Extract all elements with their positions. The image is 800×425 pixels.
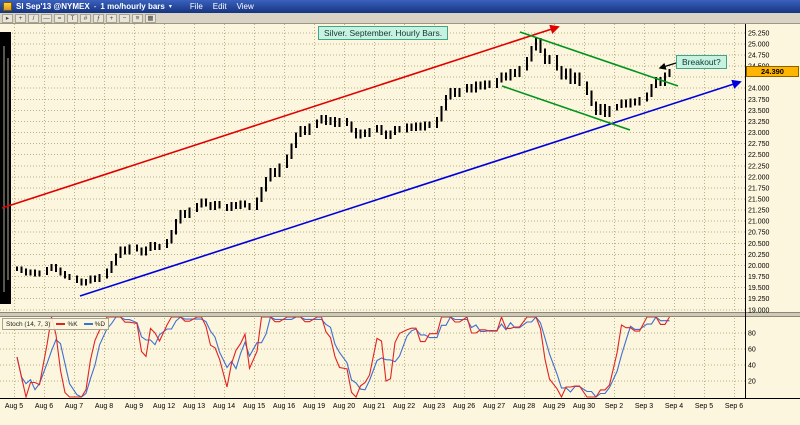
title-separator: -: [93, 2, 97, 11]
zoom-out[interactable]: −: [119, 13, 130, 23]
date-tick-label: Sep 5: [695, 403, 713, 410]
price-tick-label: 19.750: [748, 274, 770, 281]
pointer-tool[interactable]: ▸: [2, 13, 13, 23]
chart-annotation-breakout[interactable]: Breakout?: [676, 55, 727, 69]
date-tick-label: Aug 9: [125, 403, 143, 410]
menu-view[interactable]: View: [236, 2, 254, 11]
stoch-d-line: [16, 316, 670, 398]
date-tick-label: Aug 26: [453, 403, 475, 410]
price-tick-label: 22.500: [748, 152, 770, 159]
date-tick-label: Sep 6: [725, 403, 743, 410]
stoch-tick-label: 40: [748, 363, 756, 370]
price-tick-label: 21.750: [748, 185, 770, 192]
zoom-in[interactable]: +: [106, 13, 117, 23]
chart-style[interactable]: ▦: [145, 13, 156, 23]
chart-annotation-title[interactable]: Silver. September. Hourly Bars.: [318, 26, 449, 40]
menu-edit[interactable]: Edit: [212, 2, 227, 11]
date-tick-label: Aug 7: [65, 403, 83, 410]
price-tick-label: 20.750: [748, 230, 770, 237]
date-tick-label: Aug 13: [183, 403, 205, 410]
price-tick-label: 22.000: [748, 174, 770, 181]
price-tick-label: 19.250: [748, 296, 770, 303]
compressed-history-bars: [0, 32, 11, 304]
channel-tool[interactable]: =: [54, 13, 65, 23]
date-tick-label: Aug 6: [35, 403, 53, 410]
price-tick-label: 22.250: [748, 163, 770, 170]
pane-divider[interactable]: [0, 312, 800, 317]
stoch-tick-label: 60: [748, 347, 756, 354]
rising-support-line[interactable]: [79, 79, 742, 297]
symbol-title: SI Sep'13 @NYMEX: [16, 2, 90, 11]
breakout-pointer-arrow: [658, 62, 677, 70]
price-tick-label: 20.250: [748, 252, 770, 259]
date-tick-label: Aug 8: [95, 403, 113, 410]
titlebar: SI Sep'13 @NYMEX - 1 mo/hourly bars ▾ Fi…: [0, 0, 800, 13]
price-tick-label: 25.250: [748, 30, 770, 37]
trendline-tool[interactable]: /: [28, 13, 39, 23]
price-tick-label: 21.500: [748, 197, 770, 204]
horizontal-line-tool[interactable]: —: [41, 13, 52, 23]
chart-area: 25.25025.00024.75024.50024.00023.75023.5…: [0, 24, 800, 425]
date-tick-label: Sep 2: [605, 403, 623, 410]
app-icon: [3, 2, 12, 11]
text-tool[interactable]: T: [67, 13, 78, 23]
date-tick-label: Aug 12: [153, 403, 175, 410]
date-tick-label: Aug 19: [303, 403, 325, 410]
price-tick-label: 23.000: [748, 130, 770, 137]
date-tick-label: Aug 5: [5, 403, 23, 410]
indicator-tool[interactable]: ƒ: [93, 13, 104, 23]
price-tick-label: 23.250: [748, 119, 770, 126]
price-tick-label: 25.000: [748, 41, 770, 48]
last-price-badge: 24.390: [746, 66, 799, 77]
stoch-d-swatch: [83, 322, 93, 325]
date-tick-label: Aug 15: [243, 403, 265, 410]
stoch-legend-d: %D: [83, 320, 105, 329]
timeframe-label[interactable]: 1 mo/hourly bars: [100, 2, 165, 11]
date-tick-label: Aug 23: [423, 403, 445, 410]
price-tick-label: 24.750: [748, 53, 770, 60]
date-tick-label: Aug 30: [573, 403, 595, 410]
price-tick-label: 21.000: [748, 219, 770, 226]
date-tick-label: Aug 22: [393, 403, 415, 410]
date-tick-label: Sep 3: [635, 403, 653, 410]
price-tick-label: 22.750: [748, 141, 770, 148]
date-tick-label: Aug 14: [213, 403, 235, 410]
price-tick-label: 20.000: [748, 263, 770, 270]
chevron-down-icon[interactable]: ▾: [168, 4, 172, 10]
stoch-legend-k: %K: [56, 320, 78, 329]
flag-lower-line[interactable]: [501, 85, 631, 131]
price-tick-label: 24.000: [748, 86, 770, 93]
stoch-k-swatch: [56, 322, 66, 325]
price-tick-label: 20.500: [748, 241, 770, 248]
date-tick-label: Sep 4: [665, 403, 683, 410]
chart-canvas[interactable]: 25.25025.00024.75024.50024.00023.75023.5…: [0, 24, 800, 425]
price-tick-label: 21.250: [748, 208, 770, 215]
price-tick-label: 23.750: [748, 97, 770, 104]
date-tick-label: Aug 16: [273, 403, 295, 410]
date-tick-label: Aug 29: [543, 403, 565, 410]
settings[interactable]: ≡: [132, 13, 143, 23]
date-tick-label: Aug 20: [333, 403, 355, 410]
date-tick-label: Aug 21: [363, 403, 385, 410]
date-tick-label: Aug 28: [513, 403, 535, 410]
stoch-tick-label: 80: [748, 331, 756, 338]
toolbar: ▸ + / — = T # ƒ + − ≡ ▦: [0, 13, 800, 24]
crosshair-tool[interactable]: +: [15, 13, 26, 23]
menu-file[interactable]: File: [189, 2, 203, 11]
rising-resistance-line[interactable]: [1, 24, 560, 209]
stoch-legend: Stoch (14, 7, 3) %K %D: [2, 318, 110, 330]
price-tick-label: 19.000: [748, 307, 770, 314]
grid-toggle[interactable]: #: [80, 13, 91, 23]
stoch-k-line: [16, 315, 670, 400]
flag-upper-line[interactable]: [519, 31, 679, 87]
menu-bar: File Edit View: [190, 2, 254, 11]
price-tick-label: 23.500: [748, 108, 770, 115]
price-tick-label: 19.500: [748, 285, 770, 292]
stoch-indicator-label[interactable]: Stoch (14, 7, 3): [6, 320, 51, 328]
stoch-tick-label: 20: [748, 379, 756, 386]
date-tick-label: Aug 27: [483, 403, 505, 410]
